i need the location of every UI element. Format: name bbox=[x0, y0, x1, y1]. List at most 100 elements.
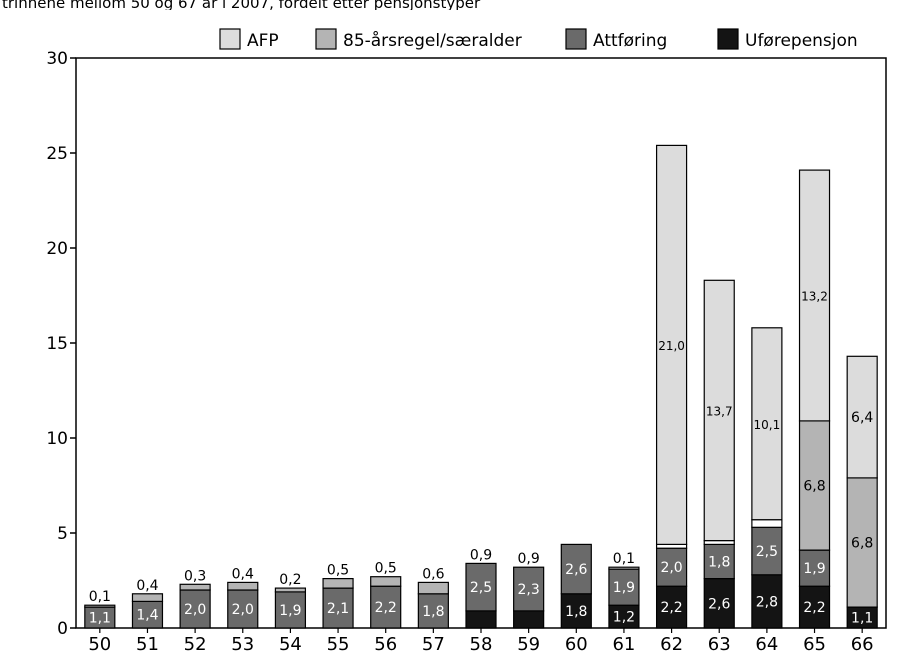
bar-segment-85-arsregel bbox=[179, 583, 211, 591]
x-tick-label: 59 bbox=[517, 634, 540, 655]
legend-label: AFP bbox=[247, 31, 279, 51]
bars: 1,10,11,40,42,00,32,00,41,90,22,10,52,20… bbox=[84, 144, 878, 629]
bar-segment-uforepensjon bbox=[560, 593, 592, 629]
bar-segment-attforing bbox=[131, 600, 164, 629]
x-tick-label: 63 bbox=[708, 634, 731, 655]
y-tick-label: 20 bbox=[46, 239, 68, 259]
bar-segment-attforing bbox=[751, 526, 783, 576]
data-label: 2,2 bbox=[375, 600, 397, 616]
bar-segment-85-arsregel bbox=[370, 576, 402, 587]
y-axis: 0 5 10 15 20 25 30 bbox=[46, 49, 76, 639]
bar-group: 2,2 1,9 6,8 13,2 bbox=[798, 169, 831, 629]
bar-segment-85-arsregel bbox=[131, 593, 164, 602]
legend-swatch-85-arsregel bbox=[315, 28, 337, 50]
bar-segment-uforepensjon bbox=[655, 585, 688, 629]
bar-segment-uforepensjon bbox=[513, 610, 545, 629]
bar-segment-attforing bbox=[322, 587, 354, 629]
y-tick-label: 25 bbox=[46, 144, 68, 164]
y-tick-label: 5 bbox=[57, 524, 68, 544]
bar-segment-uforepensjon bbox=[703, 577, 735, 629]
y-tick-label: 0 bbox=[57, 619, 68, 639]
x-tick-label: 60 bbox=[565, 634, 588, 655]
data-label: 2,6 bbox=[565, 562, 587, 578]
x-tick-label: 56 bbox=[374, 634, 397, 655]
data-label: 2,0 bbox=[232, 602, 254, 618]
x-tick-label: 50 bbox=[88, 634, 111, 655]
bar-segment-afp bbox=[798, 169, 831, 422]
bar-segment-afp bbox=[846, 355, 878, 479]
bar-group: 2,5 0,9 bbox=[465, 547, 497, 629]
data-label: 0,2 bbox=[279, 572, 301, 588]
bar-segment-attforing bbox=[703, 543, 735, 580]
bar-segment-attforing bbox=[560, 543, 592, 595]
legend-swatch-afp bbox=[219, 28, 241, 50]
bar-segment-afp bbox=[608, 566, 640, 570]
data-label: 0,5 bbox=[375, 561, 397, 577]
data-label: 2,5 bbox=[756, 544, 778, 560]
data-label: 10,1 bbox=[754, 418, 781, 432]
x-tick-label: 52 bbox=[184, 634, 207, 655]
data-label: 1,2 bbox=[613, 610, 635, 626]
bar-segment-attforing bbox=[465, 562, 497, 612]
data-label: 1,8 bbox=[565, 604, 587, 620]
bar-group: 1,1 6,8 6,4 bbox=[846, 355, 878, 629]
x-tick-label: 64 bbox=[755, 634, 778, 655]
data-label: 2,1 bbox=[327, 601, 349, 617]
bar-group: 2,2 0,5 bbox=[370, 561, 402, 629]
bar-group: 1,9 0,2 bbox=[274, 572, 307, 629]
x-tick-label: 51 bbox=[136, 634, 159, 655]
bar-group: 1,8 2,6 bbox=[560, 543, 592, 629]
data-label: 2,6 bbox=[708, 596, 730, 612]
bar-segment-85-arsregel bbox=[417, 581, 449, 595]
x-tick-label: 55 bbox=[327, 634, 350, 655]
bar-segment-85-arsregel bbox=[274, 587, 307, 593]
data-label: 2,3 bbox=[518, 582, 540, 598]
legend-swatch-uforepensjon bbox=[717, 28, 739, 50]
bar-segment-attforing bbox=[417, 593, 449, 629]
x-tick-label: 54 bbox=[279, 634, 302, 655]
legend-label: 85-årsregel/særalder bbox=[343, 30, 522, 51]
data-label: 1,1 bbox=[89, 611, 111, 627]
chart-header-text: trinnene mellom 50 og 67 år i 2007, ford… bbox=[2, 0, 481, 10]
bar-segment-85-arsregel bbox=[846, 477, 878, 608]
bar-segment-extra bbox=[751, 519, 783, 528]
bar-segment-attforing bbox=[513, 566, 545, 612]
bar-group: 2,82,50,410,1 bbox=[751, 327, 783, 629]
data-label: 13,2 bbox=[801, 290, 828, 304]
data-label: 6,8 bbox=[803, 479, 825, 495]
bar-group: 1,4 0,4 bbox=[131, 578, 164, 629]
bar-group: 1,2 1,9 0,1 bbox=[608, 551, 640, 629]
bar-segment-attforing bbox=[370, 585, 402, 629]
bar-group: 2,0 0,4 bbox=[227, 566, 259, 629]
data-label: 0,6 bbox=[422, 566, 444, 582]
legend-label: Uførepensjon bbox=[745, 31, 858, 51]
data-label: 2,2 bbox=[803, 600, 825, 616]
data-label: 1,4 bbox=[136, 608, 158, 624]
bar-segment-afp bbox=[655, 144, 688, 545]
bar-group: 2,0 0,3 bbox=[179, 568, 211, 629]
bar-segment-afp bbox=[751, 327, 783, 521]
legend: AFP 85-årsregel/særalder Attføring Uførepen… bbox=[219, 28, 858, 51]
bar-segment-uforepensjon bbox=[465, 610, 497, 629]
bar-segment-attforing bbox=[798, 549, 831, 587]
data-label: 0,9 bbox=[518, 551, 540, 567]
bar-group: 1,8 0,6 bbox=[417, 566, 449, 629]
data-label: 0,4 bbox=[136, 578, 158, 594]
bar-segment-85-arsregel bbox=[322, 577, 354, 589]
legend-swatch-attforing bbox=[565, 28, 587, 50]
data-label: 21,0 bbox=[658, 339, 685, 353]
x-tick-label: 62 bbox=[660, 634, 683, 655]
data-label: 1,9 bbox=[613, 580, 635, 596]
x-tick-label: 65 bbox=[803, 634, 826, 655]
bar-group: 1,10,1 bbox=[84, 589, 116, 629]
x-axis: 50 51 52 53 54 55 56 57 58 59 60 61 62 63 64 65 66 bbox=[88, 628, 874, 655]
bar-group: 2,22,00,221,0 bbox=[655, 144, 688, 629]
bar-segment-attforing bbox=[655, 547, 688, 587]
bar-segment-85-arsregel bbox=[227, 581, 259, 591]
x-tick-label: 57 bbox=[422, 634, 445, 655]
bar-segment-afp bbox=[703, 279, 735, 542]
data-label: 0,3 bbox=[184, 568, 206, 584]
data-label: 0,9 bbox=[470, 547, 492, 563]
y-tick-label: 15 bbox=[46, 334, 68, 354]
